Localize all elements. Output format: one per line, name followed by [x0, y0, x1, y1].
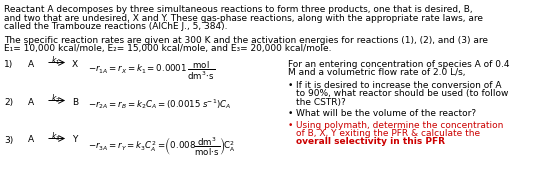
- Text: Reactant A decomposes by three simultaneous reactions to form three products, on: Reactant A decomposes by three simultane…: [4, 5, 472, 14]
- Text: 3): 3): [4, 135, 14, 144]
- Text: A: A: [28, 60, 34, 68]
- Text: E₁= 10,000 kcal/mole, E₂= 15,000 kcal/mole, and E₃= 20,000 kcal/mole.: E₁= 10,000 kcal/mole, E₂= 15,000 kcal/mo…: [4, 44, 332, 53]
- Text: For an entering concentration of species A of 0.4: For an entering concentration of species…: [288, 60, 510, 68]
- Text: M and a volumetric flow rate of 2.0 L/s,: M and a volumetric flow rate of 2.0 L/s,: [288, 68, 465, 77]
- Text: $-r_{2A}=r_B=k_2C_A=(0.0015\;s^{-1})C_A$: $-r_{2A}=r_B=k_2C_A=(0.0015\;s^{-1})C_A$: [88, 97, 231, 111]
- Text: The specific reaction rates are given at 300 K and the activation energies for r: The specific reaction rates are given at…: [4, 35, 488, 44]
- Text: 1): 1): [4, 60, 14, 68]
- Text: to 90%, what reactor should be used (to follow: to 90%, what reactor should be used (to …: [296, 89, 508, 98]
- Text: •: •: [288, 121, 293, 130]
- Text: $-r_{3A}=r_Y=k_3C_A^2=\!\left(0.008\dfrac{\rm dm^3}{\rm mol\!\cdot\!s}\right)\!C: $-r_{3A}=r_Y=k_3C_A^2=\!\left(0.008\dfra…: [88, 135, 235, 158]
- Text: $k_2$: $k_2$: [51, 93, 60, 105]
- Text: If it is desired to increase the conversion of A: If it is desired to increase the convers…: [296, 81, 502, 90]
- Text: called the Trambouze reactions (AIChE J., 5, 384).: called the Trambouze reactions (AIChE J.…: [4, 22, 227, 31]
- Text: What will be the volume of the reactor?: What will be the volume of the reactor?: [296, 109, 476, 118]
- Text: X: X: [72, 60, 78, 68]
- Text: Y: Y: [72, 135, 77, 144]
- Text: B: B: [72, 97, 78, 106]
- Text: the CSTR)?: the CSTR)?: [296, 97, 346, 106]
- Text: $-r_{1A}=r_X=k_1=0.0001\,\dfrac{\rm mol}{\rm dm^3\!\cdot\!s}$: $-r_{1A}=r_X=k_1=0.0001\,\dfrac{\rm mol}…: [88, 60, 215, 82]
- Text: overall selectivity in this PFR: overall selectivity in this PFR: [296, 138, 445, 146]
- Text: •: •: [288, 81, 293, 90]
- Text: A: A: [28, 135, 34, 144]
- Text: $k_3$: $k_3$: [51, 131, 60, 143]
- Text: of B, X, Y exiting the PFR & calculate the: of B, X, Y exiting the PFR & calculate t…: [296, 129, 480, 138]
- Text: Using polymath, determine the concentration: Using polymath, determine the concentrat…: [296, 121, 503, 130]
- Text: •: •: [288, 109, 293, 118]
- Text: and two that are undesired, X and Y. These gas-phase reactions, along with the a: and two that are undesired, X and Y. The…: [4, 14, 483, 23]
- Text: A: A: [28, 97, 34, 106]
- Text: 2): 2): [4, 97, 13, 106]
- Text: $k_1$: $k_1$: [51, 54, 60, 67]
